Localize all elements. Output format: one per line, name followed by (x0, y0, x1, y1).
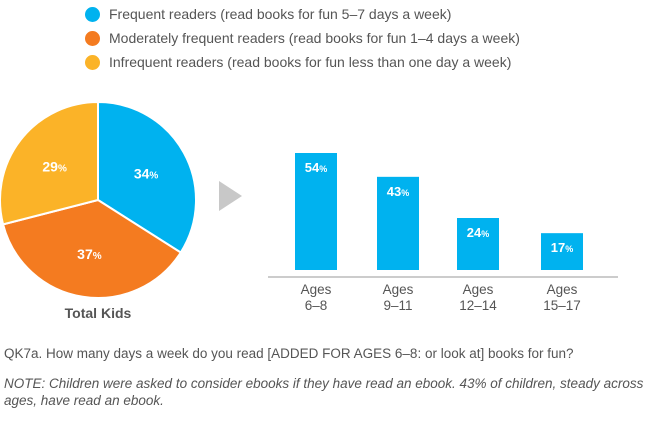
bar-value-label-4: 17% (551, 240, 573, 255)
bar-category-label-2-line-2: 9–11 (383, 298, 412, 313)
pie-slice-infrequent (0, 100, 99, 226)
legend-swatch-frequent (85, 6, 100, 22)
bar-category-label-3-line-1: Ages (463, 282, 494, 297)
bar-value-label-2: 43% (387, 184, 409, 199)
chart-canvas: 34%37%29% Total Kids 54%Ages6–843%Ages9–… (0, 100, 618, 321)
legend-item-moderate: Moderately frequent readers (read books … (85, 26, 520, 50)
legend-swatch-moderate (85, 30, 100, 46)
legend-label-moderate: Moderately frequent readers (read books … (109, 30, 520, 46)
legend-label-frequent: Frequent readers (read books for fun 5–7… (109, 6, 452, 22)
pie-chart: 34%37%29% (0, 100, 197, 299)
question-text: QK7a. How many days a week do you read [… (4, 346, 574, 361)
bar-value-label-3: 24% (467, 225, 489, 240)
bar-3 (457, 218, 499, 270)
bar-category-label-4-line-1: Ages (547, 282, 578, 297)
bar-4 (541, 233, 583, 270)
legend-swatch-infrequent (85, 54, 100, 70)
bar-category-label-2-line-1: Ages (383, 282, 414, 297)
legend-label-infrequent: Infrequent readers (read books for fun l… (109, 54, 512, 70)
legend-item-infrequent: Infrequent readers (read books for fun l… (85, 50, 520, 74)
bar-1 (295, 153, 337, 270)
pie-caption: Total Kids (65, 305, 132, 321)
legend: Frequent readers (read books for fun 5–7… (85, 2, 520, 74)
bar-value-label-1: 54% (305, 160, 327, 175)
bar-chart: 54%Ages6–843%Ages9–1124%Ages12–1417%Ages… (295, 153, 583, 313)
bar-category-label-1-line-1: Ages (301, 282, 332, 297)
arrow-icon (219, 181, 242, 211)
bar-2 (377, 176, 419, 270)
legend-item-frequent: Frequent readers (read books for fun 5–7… (85, 2, 520, 26)
note-text: NOTE: Children were asked to consider eb… (4, 376, 644, 408)
bar-category-label-4-line-2: 15–17 (543, 298, 581, 313)
pie-slice-moderate (1, 198, 183, 299)
bar-category-label-1-line-2: 6–8 (305, 298, 328, 313)
bar-category-label-3-line-2: 12–14 (459, 298, 497, 313)
